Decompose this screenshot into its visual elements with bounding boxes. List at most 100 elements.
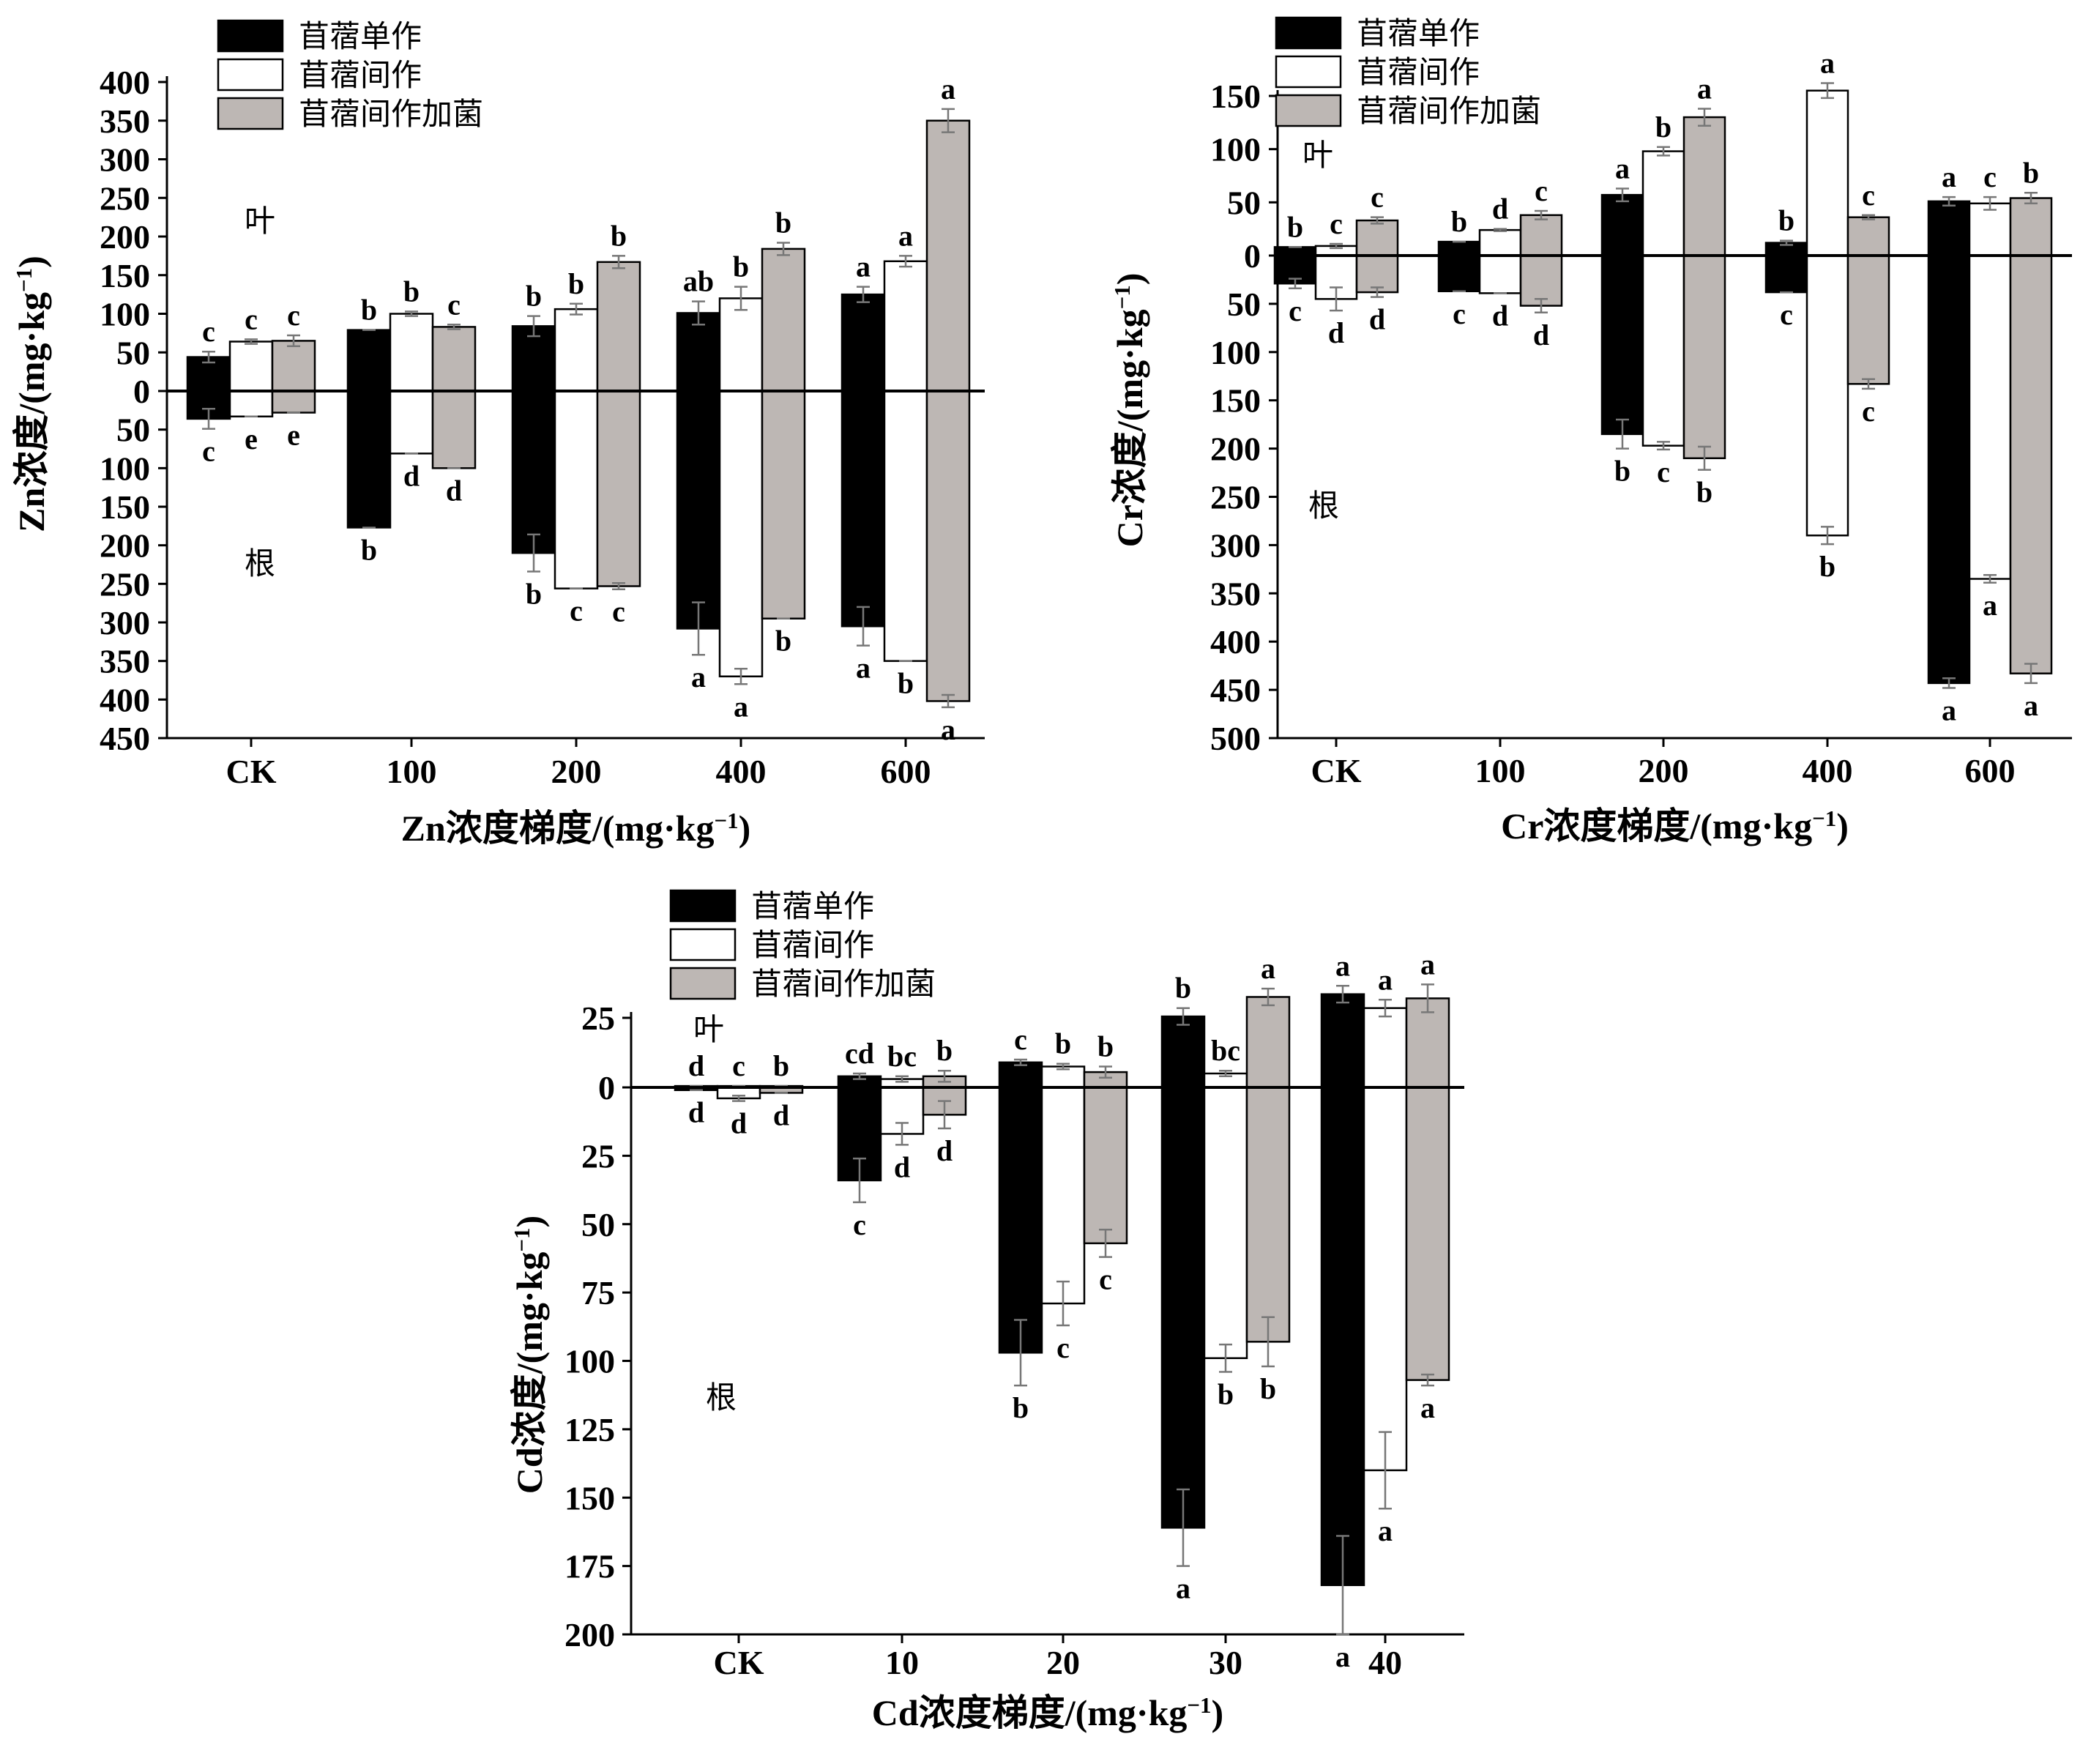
y-tick-label: 150 xyxy=(564,1479,615,1516)
legend-swatch xyxy=(1275,55,1342,89)
sig-letter-leaf: b xyxy=(1097,1030,1114,1063)
y-tick-label: 450 xyxy=(1210,671,1261,709)
sig-letter-root: c xyxy=(853,1208,866,1241)
sig-letter-root: a xyxy=(1378,1514,1393,1547)
sig-letter-root: a xyxy=(734,690,748,723)
bar-root xyxy=(1805,254,1849,537)
root-label: 根 xyxy=(245,546,275,581)
bar-leaf xyxy=(1519,214,1563,257)
sig-letter-leaf: d xyxy=(1492,193,1508,226)
bar-leaf xyxy=(1846,216,1890,257)
legend-label: 苜蓿单作 xyxy=(751,888,874,924)
legend-label: 苜蓿间作加菌 xyxy=(299,96,483,132)
sig-letter-leaf: a xyxy=(898,219,913,252)
legend-label: 苜蓿间作 xyxy=(299,57,422,93)
y-tick-label: 125 xyxy=(564,1411,615,1448)
bar-root xyxy=(2009,254,2053,674)
bar-leaf xyxy=(998,1061,1043,1089)
sig-letter-root: d xyxy=(936,1134,953,1167)
sig-letter-root: b xyxy=(1819,550,1835,583)
bar-leaf xyxy=(718,297,764,392)
sig-letter-root: c xyxy=(1862,395,1875,428)
legend-swatch xyxy=(669,928,737,961)
sig-letter-root: d xyxy=(688,1096,704,1129)
bar-leaf xyxy=(1968,202,2012,257)
y-tick-label: 50 xyxy=(116,412,150,449)
y-tick-label: 450 xyxy=(100,720,150,757)
bar-leaf xyxy=(1641,150,1685,257)
sig-letter-root: d xyxy=(894,1150,910,1183)
legend-label: 苜蓿单作 xyxy=(1357,15,1480,51)
sig-letter-root: e xyxy=(287,418,300,451)
sig-letter-leaf: c xyxy=(202,315,215,348)
y-tick-label: 100 xyxy=(100,296,150,333)
sig-letter-leaf: b xyxy=(361,294,377,327)
y-tick-label: 250 xyxy=(100,179,150,217)
bar-root xyxy=(346,390,392,529)
x-tick-label: CK xyxy=(714,1644,764,1681)
x-tick-label: 20 xyxy=(1046,1644,1080,1681)
y-tick-label: 50 xyxy=(116,334,150,371)
bar-leaf xyxy=(1600,193,1644,257)
legend-label: 苜蓿间作加菌 xyxy=(1357,93,1541,129)
x-tick-label: 400 xyxy=(1803,752,1853,789)
x-tick-label: CK xyxy=(1311,752,1362,789)
x-tick-label: 10 xyxy=(885,1644,919,1681)
y-tick-label: 175 xyxy=(564,1548,615,1585)
legend-swatch xyxy=(1275,94,1342,127)
legend-swatch xyxy=(217,19,284,53)
bar-leaf xyxy=(1245,996,1291,1089)
sig-letter-leaf: c xyxy=(245,302,258,335)
bar-root xyxy=(1764,254,1808,294)
bar-root xyxy=(1083,1086,1128,1245)
bar-root xyxy=(1641,254,1685,447)
bar-root xyxy=(1405,1086,1450,1381)
y-tick-label: 150 xyxy=(100,257,150,294)
bar-leaf xyxy=(883,260,928,392)
bar-leaf xyxy=(1682,116,1726,257)
legend-label: 苜蓿间作加菌 xyxy=(751,966,936,1002)
sig-letter-leaf: c xyxy=(732,1049,745,1082)
sig-letter-leaf: bc xyxy=(887,1040,917,1073)
bar-leaf xyxy=(1478,228,1522,257)
sig-letter-leaf: b xyxy=(936,1034,953,1067)
y-tick-label: 250 xyxy=(100,565,150,603)
sig-letter-leaf: b xyxy=(775,206,791,239)
y-axis-title: Zn浓度/(mg·kg−1) xyxy=(11,256,53,532)
bar-root xyxy=(1846,254,1890,385)
sig-letter-leaf: c xyxy=(1014,1023,1027,1056)
x-tick-label: 30 xyxy=(1209,1644,1242,1681)
sig-letter-leaf: a xyxy=(856,250,871,283)
y-tick-label: 200 xyxy=(100,218,150,256)
sig-letter-root: d xyxy=(1492,299,1508,332)
bar-leaf xyxy=(761,248,806,392)
sig-letter-leaf: b xyxy=(403,275,420,308)
y-tick-label: 150 xyxy=(1210,78,1261,115)
y-tick-label: 50 xyxy=(581,1206,615,1243)
bar-leaf xyxy=(389,313,434,392)
bar-root xyxy=(840,390,886,628)
sig-letter-root: e xyxy=(245,423,258,455)
bar-root xyxy=(1968,254,2012,580)
sig-letter-leaf: a xyxy=(1615,152,1630,185)
x-tick-label: 40 xyxy=(1368,1644,1402,1681)
y-tick-label: 150 xyxy=(100,488,150,526)
y-axis-title: Cr浓度/(mg·kg−1) xyxy=(1109,273,1151,548)
bar-root xyxy=(1320,1086,1365,1587)
y-tick-label: 100 xyxy=(564,1343,615,1380)
sig-letter-leaf: b xyxy=(1451,205,1467,238)
sig-letter-leaf: b xyxy=(1778,204,1794,237)
sig-letter-root: a xyxy=(941,713,955,746)
y-tick-label: 200 xyxy=(564,1616,615,1653)
bar-root xyxy=(1363,1086,1408,1472)
sig-letter-root: d xyxy=(773,1098,789,1131)
sig-letter-leaf: a xyxy=(1335,949,1350,982)
bar-root xyxy=(1600,254,1644,436)
leaf-label: 叶 xyxy=(245,203,275,239)
y-tick-label: 0 xyxy=(1244,237,1261,275)
sig-letter-leaf: cd xyxy=(845,1037,874,1070)
y-tick-label: 50 xyxy=(1227,286,1261,323)
bar-root xyxy=(228,390,274,418)
sig-letter-root: a xyxy=(691,660,706,693)
